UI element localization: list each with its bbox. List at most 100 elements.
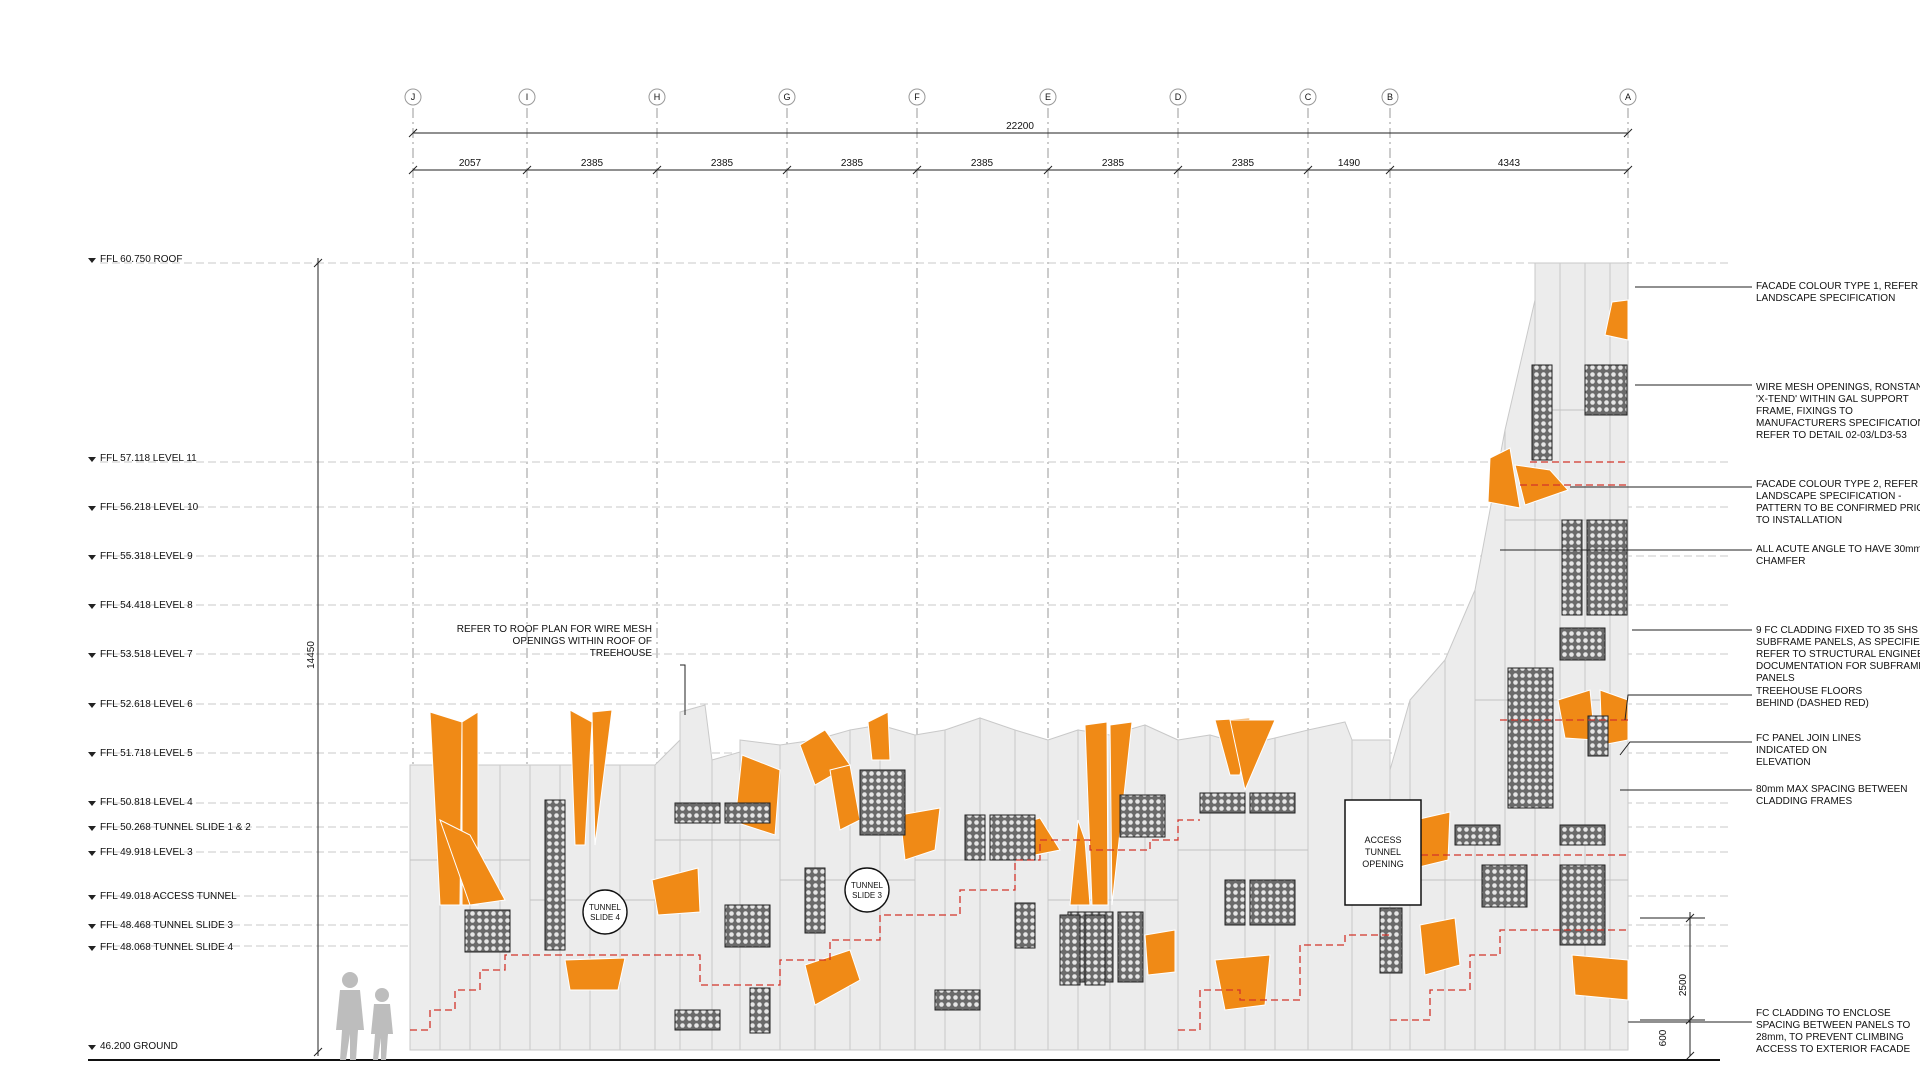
- svg-text:PANELS: PANELS: [1756, 673, 1795, 684]
- dimension-strings: 22200 2057 2385 2385 2385 2385 2385 2385…: [306, 121, 1705, 1061]
- svg-text:FC PANEL JOIN LINES: FC PANEL JOIN LINES: [1756, 733, 1861, 744]
- span-dimension: 2385: [581, 158, 604, 169]
- svg-text:PATTERN TO BE CONFIRMED PRIOR: PATTERN TO BE CONFIRMED PRIOR: [1756, 503, 1920, 514]
- svg-text:FFL 57.118 LEVEL 11: FFL 57.118 LEVEL 11: [100, 453, 197, 464]
- grid-bubble-d: D: [1169, 88, 1187, 106]
- svg-text:FACADE COLOUR TYPE 2, REFER TO: FACADE COLOUR TYPE 2, REFER TO: [1756, 479, 1920, 490]
- svg-text:F: F: [914, 92, 920, 102]
- span-dimension: 2385: [1232, 158, 1255, 169]
- level-marker-6: FFL 52.618 LEVEL 6: [88, 699, 193, 710]
- svg-text:SLIDE 4: SLIDE 4: [590, 913, 620, 922]
- svg-text:SUBFRAME PANELS, AS SPECIFIED.: SUBFRAME PANELS, AS SPECIFIED.: [1756, 637, 1920, 648]
- grid-bubble-a: A: [1619, 88, 1637, 106]
- grid-bubble-c: C: [1299, 88, 1317, 106]
- grid-bubble-j: J: [404, 88, 422, 106]
- upper-right-dimension: 2500: [1678, 973, 1689, 996]
- svg-text:WIRE MESH OPENINGS, RONSTAN: WIRE MESH OPENINGS, RONSTAN: [1756, 382, 1920, 393]
- span-dimension: 2385: [1102, 158, 1125, 169]
- grid-bubble-h: H: [648, 88, 666, 106]
- note-frame-spacing: 80mm MAX SPACING BETWEEN CLADDING FRAMES: [1756, 784, 1908, 807]
- grid-bubble-e: E: [1039, 88, 1057, 106]
- span-dimension: 4343: [1498, 158, 1521, 169]
- svg-text:FFL 49.018 ACCESS TUNNEL: FFL 49.018 ACCESS TUNNEL: [100, 891, 237, 902]
- svg-text:TO INSTALLATION: TO INSTALLATION: [1756, 515, 1842, 526]
- svg-text:OPENING: OPENING: [1362, 859, 1404, 869]
- level-marker-7: FFL 53.518 LEVEL 7: [88, 649, 193, 660]
- svg-text:BEHIND (DASHED RED): BEHIND (DASHED RED): [1756, 698, 1869, 709]
- svg-text:J: J: [411, 92, 416, 102]
- svg-text:TUNNEL: TUNNEL: [1365, 847, 1401, 857]
- span-dimension: 2385: [711, 158, 734, 169]
- level-marker-access-tunnel: FFL 49.018 ACCESS TUNNEL: [88, 891, 237, 902]
- note-fc-cladding: 9 FC CLADDING FIXED TO 35 SHS SUBFRAME P…: [1756, 625, 1920, 684]
- level-marker-4: FFL 50.818 LEVEL 4: [88, 797, 193, 808]
- span-dimension: 2385: [971, 158, 994, 169]
- svg-text:FFL 56.218 LEVEL 10: FFL 56.218 LEVEL 10: [100, 502, 199, 513]
- note-cladding-enclose: FC CLADDING TO ENCLOSE SPACING BETWEEN P…: [1756, 1008, 1911, 1055]
- level-labels: FFL 60.750 ROOF FFL 57.118 LEVEL 11 FFL …: [88, 254, 251, 1052]
- svg-text:LANDSCAPE SPECIFICATION -: LANDSCAPE SPECIFICATION -: [1756, 491, 1901, 502]
- svg-text:I: I: [526, 92, 529, 102]
- svg-text:FC CLADDING TO ENCLOSE: FC CLADDING TO ENCLOSE: [1756, 1008, 1891, 1019]
- grid-bubble-g: G: [778, 88, 796, 106]
- svg-text:46.200 GROUND: 46.200 GROUND: [100, 1041, 178, 1052]
- svg-text:A: A: [1625, 92, 1631, 102]
- svg-text:'X-TEND' WITHIN GAL SUPPORT: 'X-TEND' WITHIN GAL SUPPORT: [1756, 394, 1909, 405]
- svg-text:SLIDE 3: SLIDE 3: [852, 891, 882, 900]
- svg-text:B: B: [1387, 92, 1393, 102]
- svg-text:FRAME, FIXINGS TO: FRAME, FIXINGS TO: [1756, 406, 1853, 417]
- svg-text:FFL 51.718 LEVEL 5: FFL 51.718 LEVEL 5: [100, 748, 193, 759]
- svg-text:FFL 50.268 TUNNEL SLIDE 1 & 2: FFL 50.268 TUNNEL SLIDE 1 & 2: [100, 822, 251, 833]
- human-figures-silhouette: [336, 972, 393, 1060]
- svg-text:TREEHOUSE FLOORS: TREEHOUSE FLOORS: [1756, 686, 1862, 697]
- svg-text:DOCUMENTATION FOR SUBFRAME: DOCUMENTATION FOR SUBFRAME: [1756, 661, 1920, 672]
- svg-text:FFL 50.818 LEVEL 4: FFL 50.818 LEVEL 4: [100, 797, 193, 808]
- level-marker-5: FFL 51.718 LEVEL 5: [88, 748, 193, 759]
- treehouse-floors: [410, 461, 1628, 1031]
- svg-text:9 FC CLADDING FIXED TO 35 SHS: 9 FC CLADDING FIXED TO 35 SHS: [1756, 625, 1918, 636]
- svg-text:28mm, TO PREVENT CLIMBING: 28mm, TO PREVENT CLIMBING: [1756, 1032, 1904, 1043]
- note-roof-plan: REFER TO ROOF PLAN FOR WIRE MESH OPENING…: [457, 624, 653, 659]
- svg-text:FFL 48.468 TUNNEL SLIDE 3: FFL 48.468 TUNNEL SLIDE 3: [100, 920, 233, 931]
- level-marker-tunnel-slide-1-2: FFL 50.268 TUNNEL SLIDE 1 & 2: [88, 822, 251, 833]
- level-marker-ground: 46.200 GROUND: [88, 1041, 178, 1052]
- svg-text:INDICATED ON: INDICATED ON: [1756, 745, 1827, 756]
- lower-right-dimension: 600: [1658, 1029, 1669, 1046]
- level-marker-3: FFL 49.918 LEVEL 3: [88, 847, 193, 858]
- svg-text:FFL 60.750 ROOF: FFL 60.750 ROOF: [100, 254, 182, 265]
- svg-text:FFL 55.318 LEVEL 9: FFL 55.318 LEVEL 9: [100, 551, 193, 562]
- svg-text:SPACING BETWEEN PANELS TO: SPACING BETWEEN PANELS TO: [1756, 1020, 1911, 1031]
- level-marker-11: FFL 57.118 LEVEL 11: [88, 453, 197, 464]
- svg-text:FFL 53.518 LEVEL 7: FFL 53.518 LEVEL 7: [100, 649, 193, 660]
- note-panel-join-lines: FC PANEL JOIN LINES INDICATED ON ELEVATI…: [1756, 733, 1861, 768]
- level-marker-tunnel-slide-4: FFL 48.068 TUNNEL SLIDE 4: [88, 942, 233, 953]
- svg-text:FFL 52.618 LEVEL 6: FFL 52.618 LEVEL 6: [100, 699, 193, 710]
- svg-text:OPENINGS WITHIN ROOF OF: OPENINGS WITHIN ROOF OF: [513, 636, 652, 647]
- svg-text:REFER TO DETAIL 02-03/LD3-53: REFER TO DETAIL 02-03/LD3-53: [1756, 430, 1907, 441]
- grid-bubble-b: B: [1381, 88, 1399, 106]
- level-marker-9: FFL 55.318 LEVEL 9: [88, 551, 193, 562]
- svg-text:REFER TO STRUCTURAL ENGINEER: REFER TO STRUCTURAL ENGINEER: [1756, 649, 1920, 660]
- height-dimension: 14450: [306, 641, 317, 669]
- svg-text:G: G: [783, 92, 790, 102]
- tunnel-slide-4-tag: TUNNEL SLIDE 4: [582, 889, 628, 935]
- grid-bubble-f: F: [908, 88, 926, 106]
- svg-text:TREEHOUSE: TREEHOUSE: [590, 648, 653, 659]
- grid-bubble-i: I: [518, 88, 536, 106]
- svg-text:TUNNEL: TUNNEL: [851, 881, 884, 890]
- overall-dimension: 22200: [1006, 121, 1034, 132]
- svg-text:FACADE COLOUR TYPE 1, REFER TO: FACADE COLOUR TYPE 1, REFER TO: [1756, 281, 1920, 292]
- access-tunnel-opening: ACCESS TUNNEL OPENING: [1344, 799, 1422, 906]
- note-treehouse-floors: TREEHOUSE FLOORS BEHIND (DASHED RED): [1756, 686, 1869, 709]
- svg-text:MANUFACTURERS SPECIFICATION.: MANUFACTURERS SPECIFICATION.: [1756, 418, 1920, 429]
- svg-text:ACCESS: ACCESS: [1364, 835, 1401, 845]
- note-facade-colour-2: FACADE COLOUR TYPE 2, REFER TO LANDSCAPE…: [1756, 479, 1920, 526]
- level-marker-tunnel-slide-3: FFL 48.468 TUNNEL SLIDE 3: [88, 920, 233, 931]
- note-wire-mesh: WIRE MESH OPENINGS, RONSTAN 'X-TEND' WIT…: [1756, 382, 1920, 441]
- wire-mesh-openings: [464, 364, 1628, 1034]
- svg-text:D: D: [1175, 92, 1182, 102]
- svg-text:E: E: [1045, 92, 1051, 102]
- svg-text:C: C: [1305, 92, 1312, 102]
- tunnel-slide-3-tag: TUNNEL SLIDE 3: [844, 867, 890, 913]
